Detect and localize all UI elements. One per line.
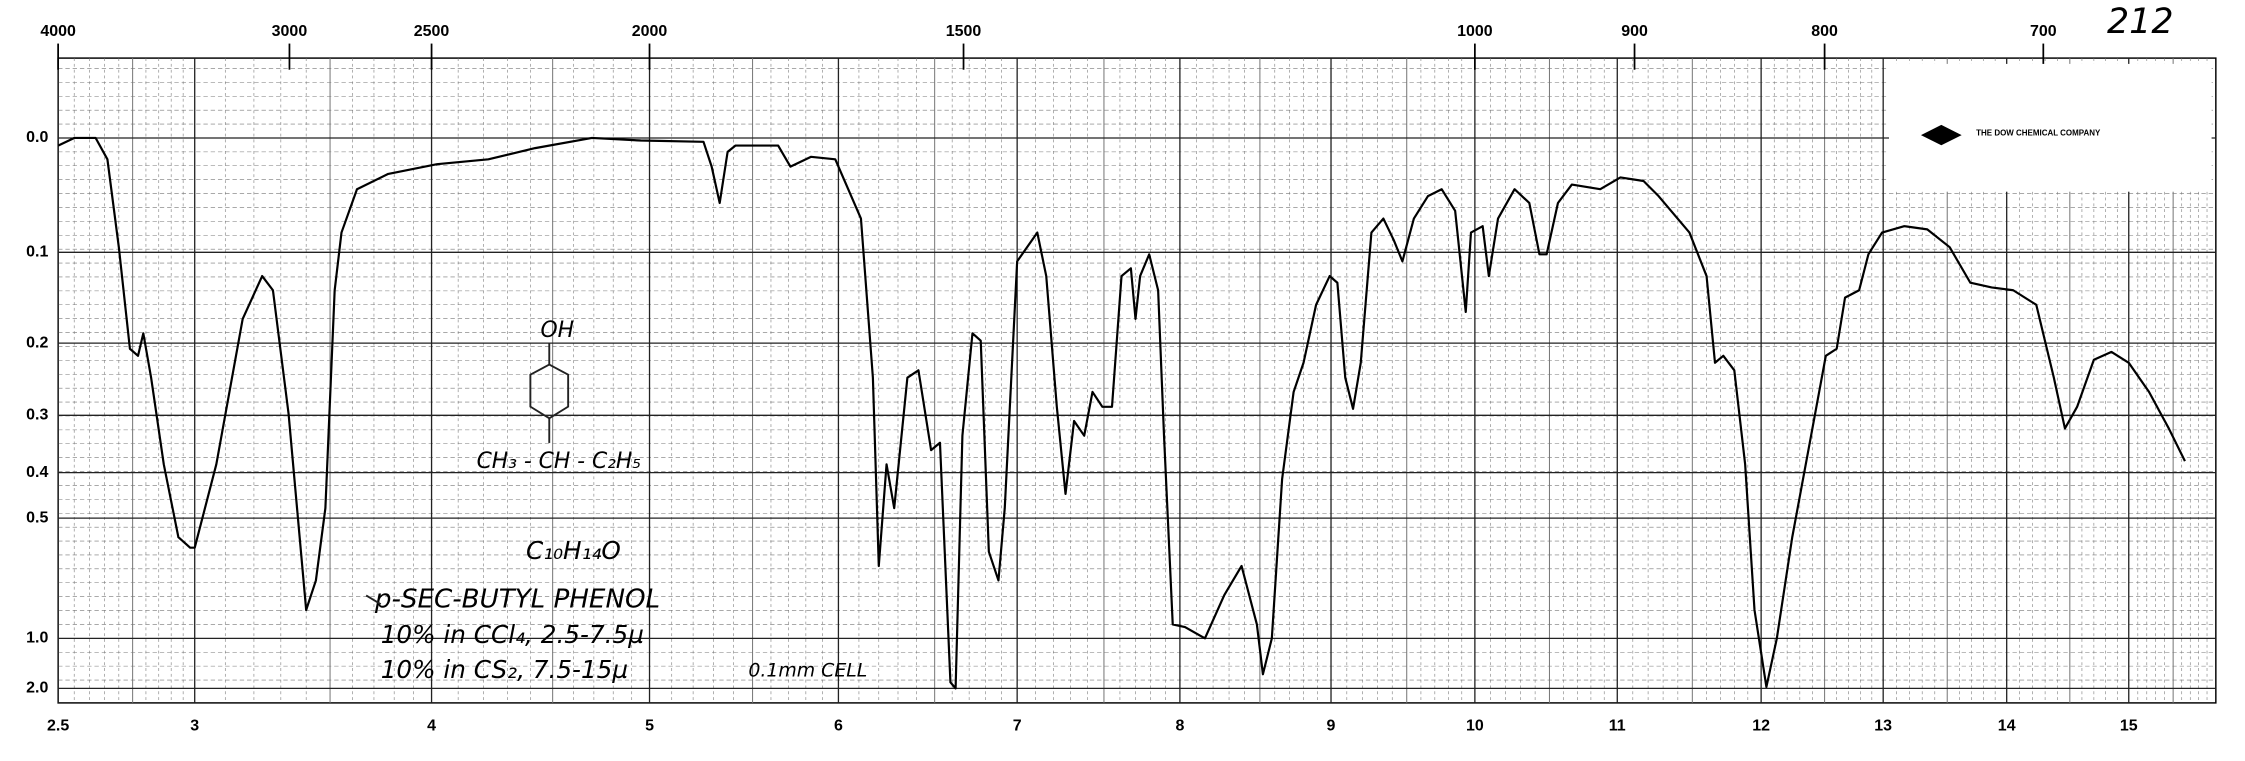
x-tick-label: 3 (190, 717, 199, 734)
x2-tick-label: 3000 (272, 23, 308, 40)
x2-tick-label: 900 (1621, 23, 1648, 40)
x-tick-label: 12 (1752, 717, 1770, 734)
logo-text: THE DOW CHEMICAL COMPANY (1976, 129, 2101, 138)
grid: 2.5 3 4 5 6 7 8 9 10 11 12 13 14 15 4000 3000 2500 2000 15… (26, 23, 2217, 734)
x-tick-label: 9 (1327, 717, 1336, 734)
page-number: 212 (2107, 2, 2174, 42)
x2-tick-label: 2000 (632, 23, 668, 40)
x2-tick-label: 2500 (414, 23, 450, 40)
y-tick-label: 0.5 (26, 509, 48, 526)
y-tick-label: 0.0 (26, 129, 48, 146)
x-tick-label: 13 (1874, 717, 1892, 734)
y-tick-label: 1.0 (26, 630, 48, 647)
x-tick-label: 8 (1175, 717, 1184, 734)
x-tick-label: 10 (1466, 717, 1484, 734)
x2-tick-label: 700 (2030, 23, 2057, 40)
y-tick-label: 0.3 (26, 407, 48, 424)
x-tick-label: 11 (1609, 717, 1626, 734)
x-tick-label: 15 (2120, 717, 2138, 734)
y-tick-label: 0.1 (26, 244, 48, 261)
x-tick-label: 14 (1998, 717, 2016, 734)
logo-diamond (1920, 124, 1962, 146)
annotation: OH (541, 318, 575, 343)
x2-tick-label: 800 (1811, 23, 1838, 40)
strike-mark (365, 594, 382, 605)
x2-tick-label: 1000 (1457, 23, 1493, 40)
x2-tick-label: 1500 (946, 23, 982, 40)
x-tick-label: 2.5 (47, 717, 69, 734)
y-tick-label: 0.4 (26, 464, 48, 481)
annotation: 10% in CCl₄, 2.5-7.5µ (381, 620, 644, 649)
x2-tick-label: 4000 (40, 23, 76, 40)
x-tick-label: 7 (1013, 717, 1022, 734)
spectrum-line (57, 136, 2186, 690)
y-tick-label: 0.2 (26, 334, 48, 351)
annotation: C₁₀H₁₄O (526, 536, 621, 565)
annotation: CH₃ - CH - C₂H₅ (477, 449, 641, 474)
annotation: 0.1mm CELL (748, 659, 867, 681)
x-tick-label: 4 (427, 717, 436, 734)
marks: OH CH₃ - CH - C₂H₅ C₁₀H₁₄O p-SEC-BUTYL PHEN… (57, 136, 2186, 690)
y-tick-label: 2.0 (26, 680, 48, 697)
annotation: 10% in CS₂, 7.5-15µ (381, 655, 628, 684)
annotation: p-SEC-BUTYL PHENOL (374, 584, 660, 614)
x-tick-label: 5 (645, 717, 654, 734)
x-tick-label: 6 (834, 717, 843, 734)
